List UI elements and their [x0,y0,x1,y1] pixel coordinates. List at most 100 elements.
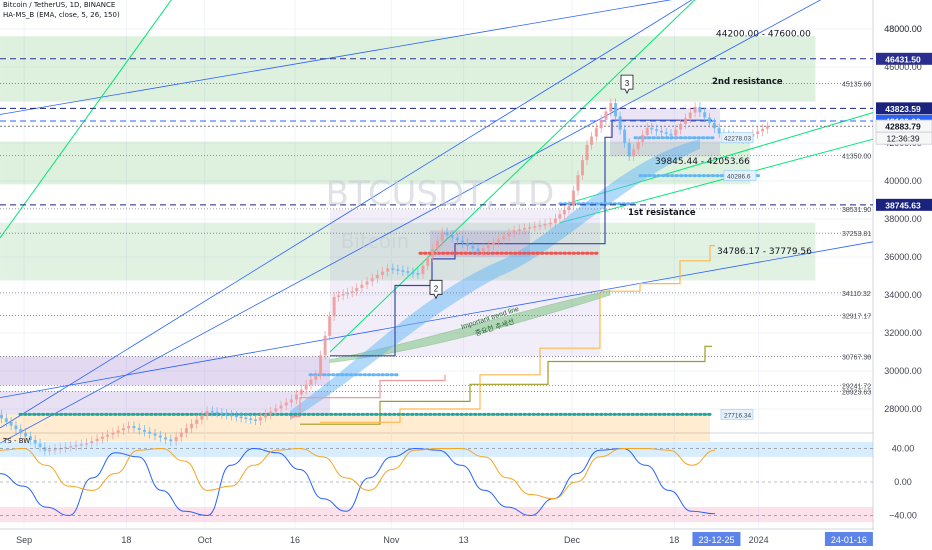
candle-body [95,438,99,442]
wave-marker [429,279,443,300]
candle-body [431,249,435,258]
xaxis-tick-label: Oct [198,535,213,545]
candle-body [455,237,459,241]
candle-body [604,111,608,120]
candle-body [627,143,631,157]
candle-body [765,126,769,129]
trend-line-green [0,0,172,239]
level-label: 29241.72 [842,383,871,390]
candle-body [548,222,552,225]
candle-body [450,235,454,238]
candle-body [632,149,636,157]
yaxis-tick-label: 40000.00 [884,176,922,186]
candle-body [355,287,359,292]
candle-body [440,232,444,241]
level-label: 45135.66 [842,81,871,88]
candle-body [132,426,136,428]
candle-body [650,127,654,130]
candle-body [215,411,219,414]
candle-body [174,436,178,442]
candle-body [476,248,480,252]
candle-body [396,269,400,271]
candle-body [599,119,603,129]
candle-body [0,414,3,419]
price-tag-label: 46431.50 [885,54,921,64]
level-label: 32917.17 [842,314,871,321]
indicator-title: HA-MS_B (EMA, close, 5, 26, 150) [3,11,120,19]
step-line-orange [320,245,715,423]
candle-body [576,175,580,191]
xaxis-tick-label: 18 [669,535,679,545]
level-label: 34110.32 [842,291,871,298]
candle-body [229,414,233,417]
countdown: 12:36:39 [886,134,919,144]
value-tag: 27716.34 [724,412,751,419]
candle-body [148,431,152,434]
xaxis-bg [0,530,874,550]
candle-body [712,122,716,129]
candle-body [375,274,379,279]
candle-body [502,236,506,240]
candle-body [585,144,589,161]
candle-body [461,240,465,244]
candle-body [284,402,288,406]
symbol-title: Bitcoin / TetherUS, 1D, BINANCE [3,1,116,9]
yaxis-tick-label: 36000.00 [884,252,922,262]
candle-body [609,103,613,112]
zone-box [0,141,751,185]
annotation: 34786.17 - 37779.56 [717,247,812,257]
yaxis-tick-label: 48000.00 [884,24,922,34]
osc-upper-band [0,441,873,457]
osc-tick-label: −40.00 [889,510,917,520]
candle-body [683,118,687,124]
candle-body [708,117,712,123]
candle-body [153,433,157,436]
candle-body [299,389,303,395]
price-tag [876,52,932,65]
wave-marker-label: 2 [434,284,439,293]
candle-body [411,272,415,274]
candle-body [295,394,299,400]
candle-body [169,439,173,442]
candle-body [28,436,32,440]
candle-body [53,448,57,451]
step-line-olive [300,345,712,425]
candle-body [491,242,495,246]
candle-body [674,129,678,136]
wave-marker [620,74,634,94]
candle-body [641,134,645,143]
osc-series-line [0,448,716,516]
xaxis-highlight [692,532,741,546]
candle-body [239,416,243,419]
yaxis-tick-label: 30000.00 [884,366,922,376]
candle-body [386,268,390,272]
step-line-navy [330,119,712,357]
candle-body [445,232,449,236]
candle-body [664,132,668,134]
value-tag-bg [723,170,757,181]
candle-body [365,281,369,285]
candle-body [618,116,622,130]
candle-body [703,112,707,118]
candle-body [190,423,194,429]
candle-body [9,421,13,426]
candle-body [332,296,336,317]
trend-line-blue [0,0,822,444]
candle-body [533,226,537,228]
candle-body [48,449,52,452]
candle-body [328,316,332,336]
level-label: 41350.00 [842,153,871,160]
xaxis-tick-label: 18 [121,535,131,545]
candle-body [553,218,557,223]
osc-lower-band [0,507,873,523]
value-tag: 42278.03 [724,136,751,143]
candle-body [528,227,532,229]
trend-channel [329,289,611,363]
candle-body [590,136,594,145]
candle-body [688,112,692,119]
price-tag-label: 38745.63 [885,200,921,210]
value-tag-bg [720,132,754,144]
yaxis-tick-label: 34000.00 [884,290,922,300]
candle-body [416,273,420,275]
